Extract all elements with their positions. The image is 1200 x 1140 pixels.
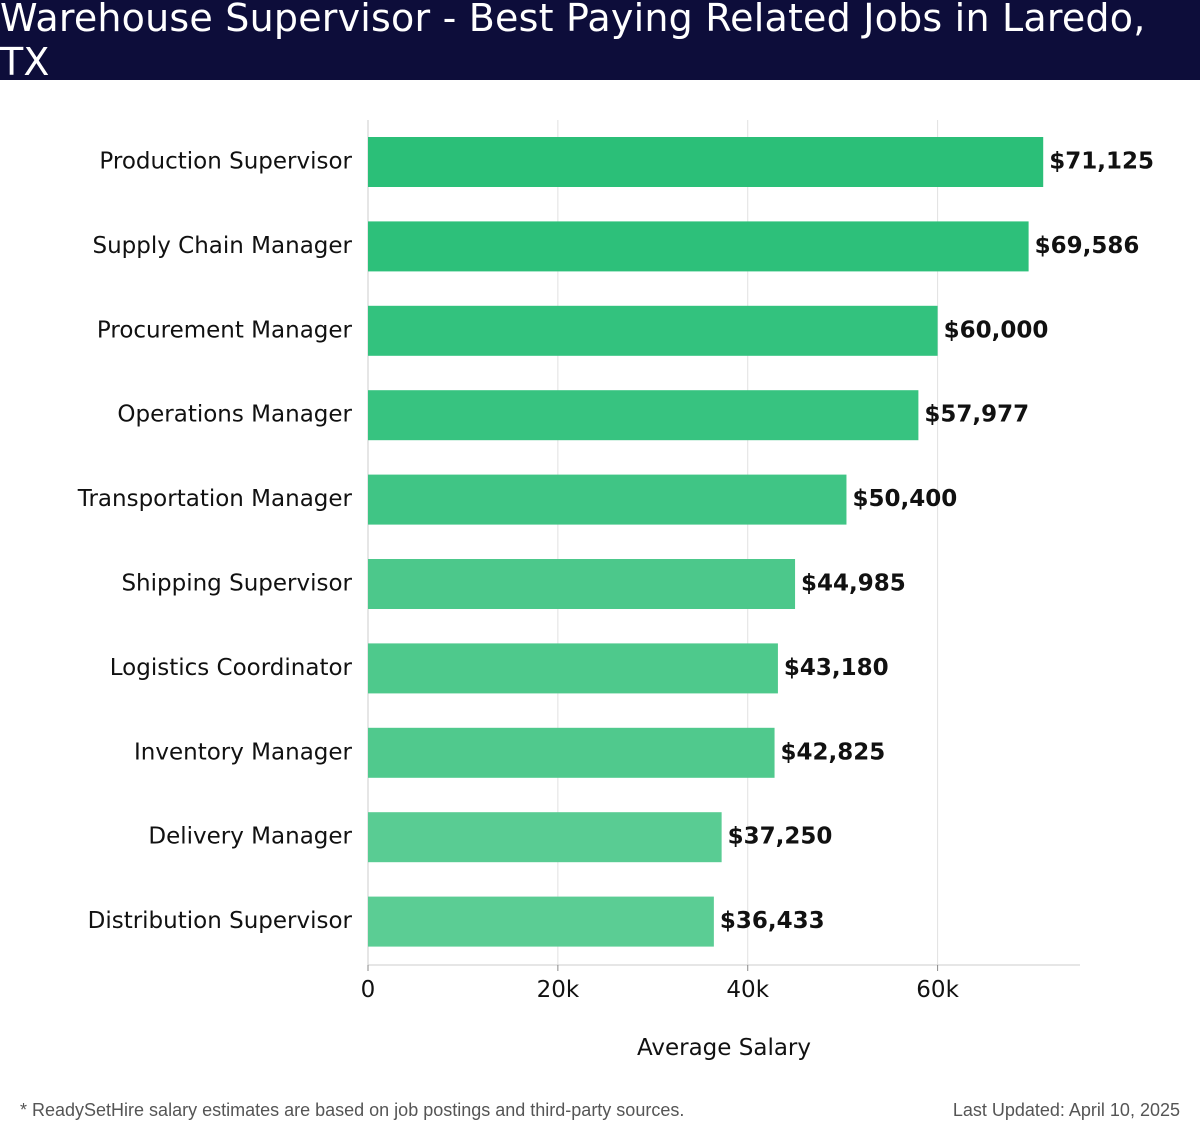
header-bar: Warehouse Supervisor - Best Paying Relat… (0, 0, 1200, 84)
category-label: Supply Chain Manager (92, 233, 352, 259)
category-label: Distribution Supervisor (88, 908, 353, 934)
value-label: $71,125 (1049, 149, 1154, 175)
bar (368, 643, 778, 694)
value-label: $44,985 (801, 571, 906, 597)
category-label: Operations Manager (117, 402, 352, 428)
value-label: $37,250 (728, 824, 833, 850)
x-tick-label: 0 (361, 977, 376, 1003)
bar (368, 727, 775, 778)
bar (368, 474, 847, 525)
value-label: $60,000 (944, 317, 1049, 343)
footnote: * ReadySetHire salary estimates are base… (20, 1100, 685, 1120)
value-label: $69,586 (1035, 233, 1140, 259)
category-label: Inventory Manager (134, 739, 353, 765)
category-label: Transportation Manager (77, 486, 353, 512)
value-label: $57,977 (924, 402, 1029, 428)
last-updated: Last Updated: April 10, 2025 (952, 1100, 1180, 1120)
x-tick-label: 20k (537, 977, 580, 1003)
value-label: $36,433 (720, 908, 825, 934)
bar (368, 221, 1029, 272)
x-tick-label: 60k (916, 977, 959, 1003)
category-label: Procurement Manager (97, 317, 353, 343)
bar (368, 896, 714, 947)
salary-bar-chart: Production Supervisor $71,125 Supply Chain… (77, 120, 1154, 1061)
bar (368, 305, 938, 356)
category-label: Logistics Coordinator (110, 655, 353, 681)
value-label: $42,825 (781, 739, 886, 765)
category-label: Production Supervisor (99, 149, 352, 175)
page-title: Warehouse Supervisor - Best Paying Relat… (0, 0, 1146, 84)
bar (368, 812, 722, 863)
value-label: $43,180 (784, 655, 889, 681)
bar (368, 137, 1044, 187)
category-label: Shipping Supervisor (121, 571, 352, 597)
x-tick-label: 40k (726, 977, 769, 1003)
x-axis-title: Average Salary (637, 1035, 811, 1061)
value-label: $50,400 (852, 486, 957, 512)
bar (368, 390, 919, 441)
bar (368, 559, 796, 609)
category-label: Delivery Manager (148, 824, 352, 850)
